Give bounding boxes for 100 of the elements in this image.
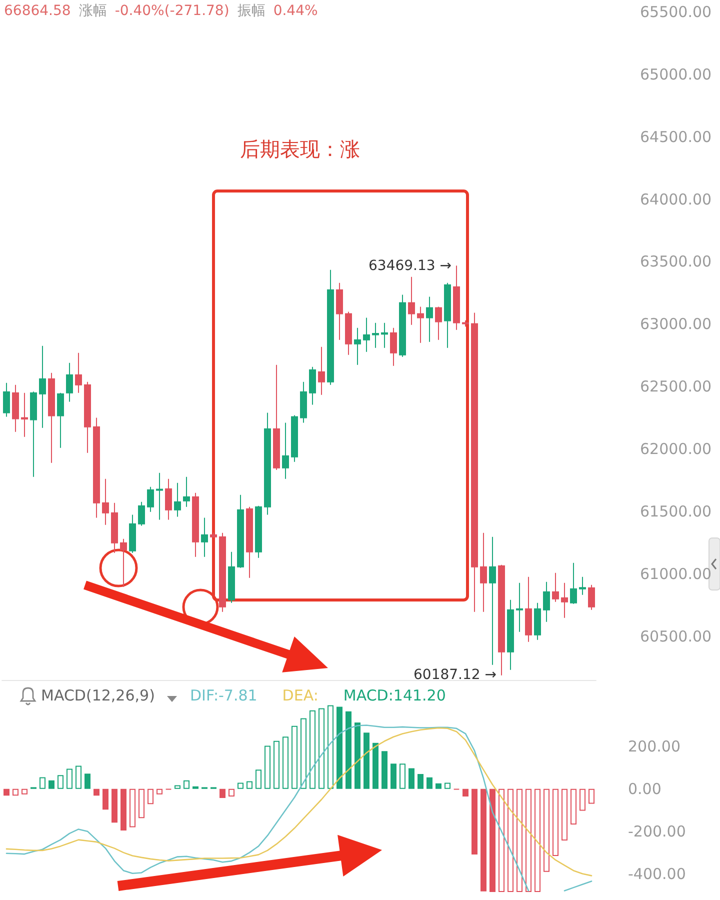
candlestick (183, 476, 190, 508)
candlestick (12, 384, 19, 432)
candlestick (3, 382, 10, 418)
candlestick (57, 392, 64, 448)
bar (498, 788, 504, 892)
bar (246, 781, 252, 789)
y-tick-label: 64000.00 (640, 190, 712, 208)
bar (436, 783, 442, 789)
y-tick-label: 61500.00 (640, 502, 712, 520)
bar (526, 788, 532, 892)
candlestick (372, 322, 379, 348)
text: DEA: (282, 686, 318, 704)
y-tick-label: 60500.00 (640, 627, 712, 646)
candlestick (462, 320, 469, 328)
y-tick-label: 200.00 (628, 737, 680, 756)
bar (534, 788, 540, 892)
candlestick (318, 346, 325, 396)
candlestick (84, 381, 91, 454)
candlestick (561, 582, 568, 618)
candlestick (48, 372, 55, 464)
bar (4, 788, 10, 796)
candlestick (525, 576, 532, 642)
bar (490, 788, 496, 892)
candlestick (363, 317, 370, 352)
candlestick (174, 482, 181, 518)
bar (318, 708, 324, 789)
candlestick (66, 362, 73, 402)
bar (472, 788, 478, 854)
candlestick (228, 551, 235, 604)
candlestick (201, 517, 208, 558)
y-tick-label: 64500.00 (640, 128, 712, 146)
bar (444, 782, 450, 789)
candlestick (498, 564, 505, 676)
bar (570, 788, 576, 825)
bar (552, 788, 558, 856)
bar (84, 774, 90, 789)
bar (354, 722, 360, 789)
candlestick (93, 417, 100, 518)
bar (544, 788, 550, 872)
annotation: -0.40%(-271.78) (114, 3, 230, 19)
bar (40, 777, 46, 789)
candlestick (120, 538, 127, 588)
y-tick-label: 63500.00 (640, 252, 712, 271)
candlestick (399, 294, 406, 358)
bar (102, 788, 108, 810)
bar (12, 788, 18, 796)
candlestick (390, 327, 397, 366)
candlestick (327, 269, 334, 386)
y-tick-label: 62500.00 (640, 378, 712, 396)
candlestick (345, 311, 352, 356)
bar (382, 751, 388, 789)
candlestick (291, 414, 298, 462)
bar (184, 780, 190, 789)
bar (426, 777, 432, 789)
candlestick (21, 392, 28, 438)
series-label: MACD:141.20 (343, 686, 446, 704)
candlestick (237, 494, 244, 568)
bar (346, 711, 352, 789)
candlestick (30, 391, 37, 478)
candlestick (588, 584, 595, 610)
candlestick (417, 306, 424, 344)
bar (138, 788, 144, 818)
candlestick (300, 381, 307, 424)
candlestick (516, 582, 523, 632)
bar (508, 788, 514, 892)
bar (274, 740, 280, 789)
bar (562, 788, 568, 840)
bar (328, 705, 334, 789)
bar (580, 788, 586, 811)
y-tick-label: 61000.00 (640, 564, 712, 583)
bar (364, 732, 370, 789)
annotation: 60187.12 → (414, 667, 496, 684)
candlestick (471, 312, 478, 612)
bar (174, 785, 180, 789)
candlestick (426, 296, 433, 342)
bar (220, 788, 226, 798)
bar (48, 780, 54, 789)
candlestick (435, 306, 442, 340)
bar (148, 788, 154, 804)
candlestick (273, 364, 280, 470)
candlestick (579, 576, 586, 596)
candlestick (219, 532, 226, 612)
candlestick (75, 352, 82, 394)
annotation: 后期表现：涨 (240, 136, 360, 163)
bar (58, 775, 64, 789)
bar (418, 774, 424, 789)
annotation: 0.44% (273, 3, 318, 19)
candlestick (543, 581, 550, 622)
bar (390, 764, 396, 789)
candlestick (156, 472, 163, 520)
candlestick (489, 536, 496, 666)
bar (588, 788, 594, 804)
y-tick-label: 65000.00 (640, 65, 712, 84)
candlestick (264, 412, 271, 516)
bar (112, 788, 118, 823)
bar (400, 764, 406, 789)
candlestick (552, 572, 559, 602)
candlestick (138, 501, 145, 526)
bar (408, 768, 414, 789)
candlestick (147, 486, 154, 512)
